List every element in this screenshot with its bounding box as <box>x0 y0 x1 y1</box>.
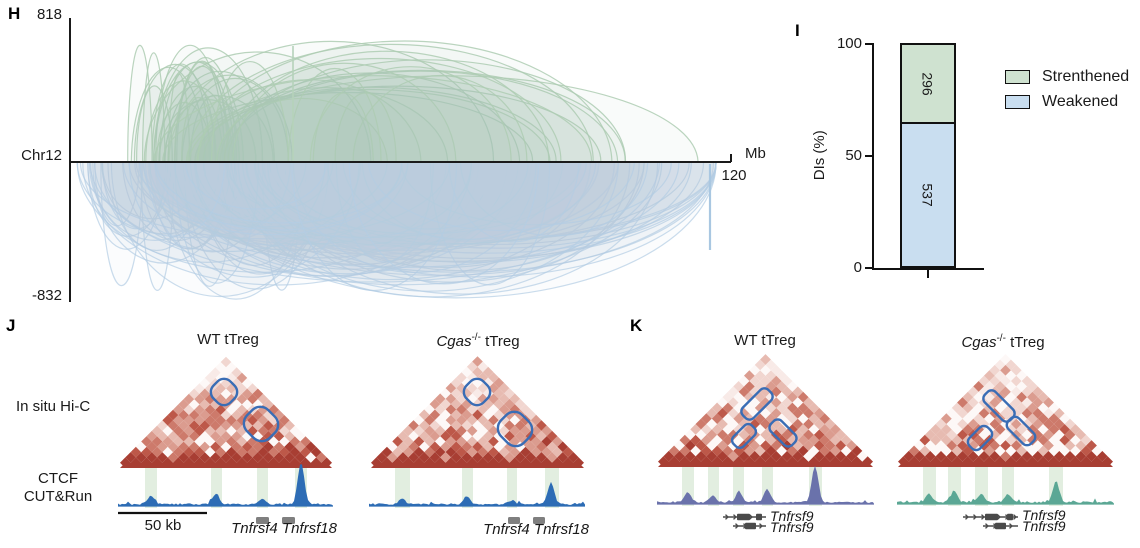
i-xtick-bar <box>927 270 929 278</box>
k-ko-title-rest: tTreg <box>1005 334 1045 351</box>
hic-panel-k-wt <box>657 354 874 530</box>
h-arc-diagram <box>76 40 717 300</box>
i-x-axis <box>874 268 984 270</box>
panel-h-label: H <box>8 4 21 23</box>
i-ytick-0 <box>865 267 872 269</box>
j-row-label-track: CTCF CUT&Run <box>8 470 108 506</box>
bar-segment-strengthened: 296 <box>902 45 954 124</box>
i-ytick-label-50: 50 <box>845 147 862 164</box>
legend-swatch-weakened <box>1005 94 1030 109</box>
k-ko-gene-label-1: Tnfrsf9 <box>1022 507 1066 523</box>
stacked-bar: 296 537 <box>900 43 956 268</box>
j-ko-title-gene: Cgas <box>436 333 472 350</box>
i-y-axis <box>872 43 874 270</box>
h-axes <box>69 18 732 302</box>
k-ko-title-gene: Cgas <box>961 334 997 351</box>
h-chromosome-label: Chr12 <box>21 147 62 164</box>
legend-label-strengthened: Strenthened <box>1042 67 1130 85</box>
i-ytick-100 <box>865 43 872 45</box>
h-x-max-label: 120 <box>721 167 747 184</box>
k-wt-gene-label-2: Tnfrsf9 <box>770 519 814 535</box>
bar-value-strengthened: 296 <box>919 71 936 96</box>
legend-swatch-strengthened <box>1005 69 1030 84</box>
panel-i-label: I <box>795 21 800 40</box>
j-wt-genes-label: Tnfrsf4 Tnfrsf18 <box>231 520 337 537</box>
i-legend: Strenthened Weakened <box>1005 64 1129 114</box>
i-ytick-50 <box>865 155 872 157</box>
legend-row-strengthened: Strenthened <box>1005 64 1129 89</box>
j-scalebar-label: 50 kb <box>144 517 182 534</box>
j-ko-title-sup: -/- <box>471 332 481 343</box>
k-ko-gene-label-2: Tnfrsf9 <box>1022 518 1066 534</box>
legend-row-weakened: Weakened <box>1005 89 1129 114</box>
j-ko-title-rest: tTreg <box>480 333 520 350</box>
j-ko-title: Cgas-/- tTreg <box>398 332 558 351</box>
k-ko-title-sup: -/- <box>996 333 1006 344</box>
panel-j-label: J <box>6 316 16 335</box>
legend-label-weakened: Weakened <box>1042 92 1119 110</box>
hic-panel-j-wt <box>118 356 333 524</box>
j-ko-genes-label: Tnfrsf4 Tnfrsf18 <box>483 521 589 538</box>
i-ytick-label-0: 0 <box>853 259 862 276</box>
h-x-unit-label: Mb <box>745 145 766 162</box>
i-y-axis-title: DIs (%) <box>810 130 828 181</box>
h-y-bottom-label: -832 <box>31 287 62 304</box>
bar-segment-weakened: 537 <box>902 124 954 266</box>
j-track-label-line1: CTCF <box>38 470 78 487</box>
i-ytick-label-100: 100 <box>836 35 862 52</box>
hic-panel-j-ko <box>369 356 585 524</box>
panel-k-label: K <box>630 316 643 335</box>
j-track-label-line2: CUT&Run <box>23 488 93 505</box>
j-row-label-hic: In situ Hi-C <box>16 398 91 415</box>
hic-panel-k-ko <box>897 354 1114 530</box>
k-wt-gene-label-1: Tnfrsf9 <box>770 508 814 524</box>
j-wt-title: WT tTreg <box>197 331 259 348</box>
h-y-top-label: 818 <box>36 6 62 23</box>
bar-value-weakened: 537 <box>919 183 936 207</box>
k-wt-title: WT tTreg <box>734 332 796 349</box>
k-ko-title: Cgas-/- tTreg <box>923 333 1083 352</box>
